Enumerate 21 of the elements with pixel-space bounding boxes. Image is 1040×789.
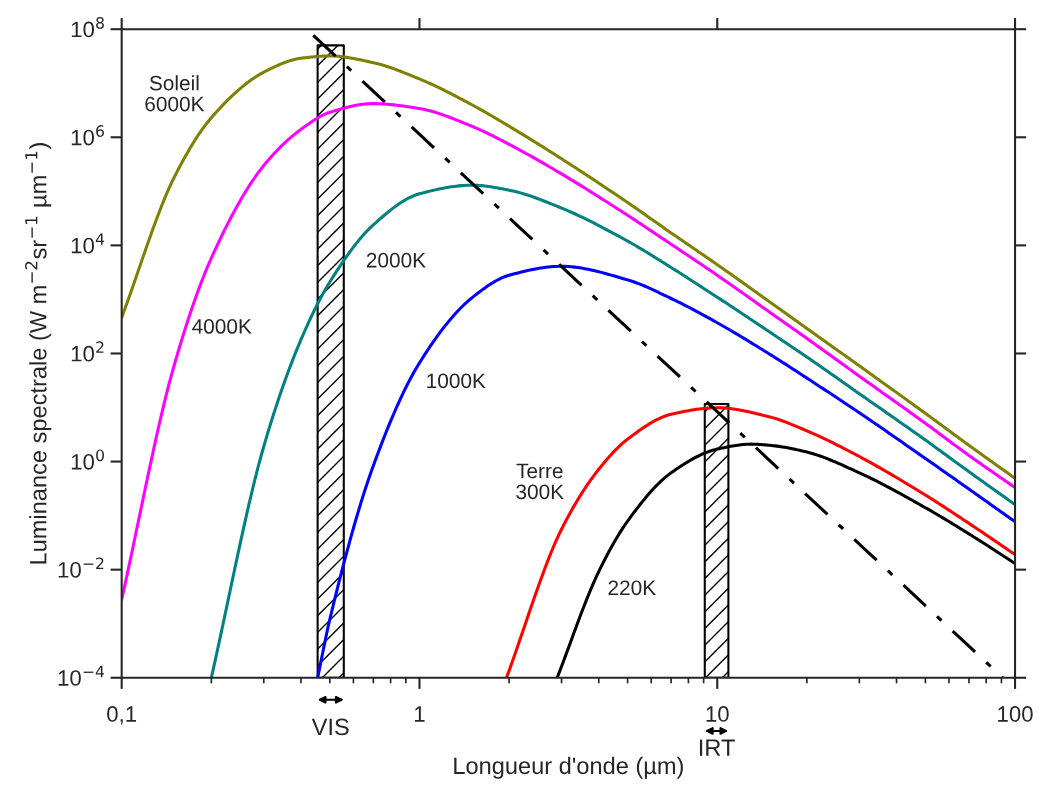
annotation: 220K xyxy=(608,580,656,596)
annotation: 2000K xyxy=(366,252,426,268)
band-label: IRT xyxy=(699,739,735,756)
x-tick-label: 0,1 xyxy=(107,706,137,725)
annotation: 4000K xyxy=(192,319,252,334)
x-axis-title: Longueur d'onde (µm) xyxy=(454,756,683,779)
x-tick-label: 10 xyxy=(706,706,729,722)
x-tick-label: 100 xyxy=(998,706,1033,722)
y-axis-title: Luminance spectrale (W m$^{−2}$sr$^{−1}$ µm$^{−1}$) xyxy=(25,143,52,564)
y-tick-label: 10$^{6}$ xyxy=(71,125,104,146)
band-label: VIS xyxy=(311,718,349,736)
annotation: 1000K xyxy=(427,373,486,389)
y-tick-label: 10$^{−2}$ xyxy=(58,557,104,578)
y-tick-label: 10$^{4}$ xyxy=(71,233,105,254)
annotation: Soleil 6000K xyxy=(145,75,205,112)
y-tick-label: 10$^{0}$ xyxy=(71,449,104,470)
y-tick-label: 10$^{−4}$ xyxy=(58,665,105,686)
x-tick-label: 1 xyxy=(414,706,425,722)
annotation: Terre 300K xyxy=(516,463,564,500)
y-tick-label: 10$^{2}$ xyxy=(71,341,104,362)
y-tick-label: 10$^{8}$ xyxy=(71,17,104,38)
